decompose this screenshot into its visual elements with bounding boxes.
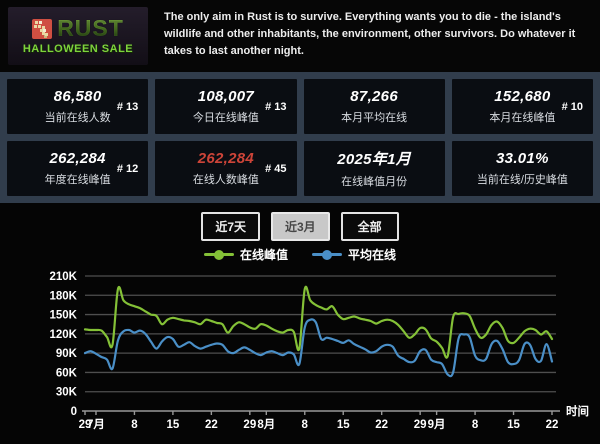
legend-label: 在线峰值 xyxy=(239,248,288,262)
stat-value: 87,266 xyxy=(350,88,398,105)
range-button-3m[interactable]: 近3月 xyxy=(271,212,330,241)
stat-rank-badge: # 12 xyxy=(116,162,139,175)
stat-card: 262,284 在线人数峰值 # 45 xyxy=(155,141,297,196)
game-banner: RUST HALLOWEEN SALE xyxy=(0,0,152,72)
logo-subtitle: HALLOWEEN SALE xyxy=(22,43,134,55)
game-description: The only aim in Rust is to survive. Ever… xyxy=(164,11,576,58)
stats-grid: 86,580 当前在线人数 # 13 108,007 今日在线峰值 # 13 87,266 本… xyxy=(0,72,600,203)
x-axis-tick-label: 15 xyxy=(167,419,180,431)
x-axis-tick-label: 9月 xyxy=(428,418,446,431)
stat-card: 86,580 当前在线人数 # 13 xyxy=(7,79,149,134)
x-axis-tick-label: 29 xyxy=(414,419,427,431)
average-online-line xyxy=(83,318,554,378)
x-axis-title: 时间 xyxy=(566,404,589,418)
x-axis-tick-label: 22 xyxy=(205,419,218,431)
chart-legend: 在线峰值 平均在线 xyxy=(203,246,396,263)
stat-label: 当前在线人数 xyxy=(44,112,111,124)
stat-label: 当前在线/历史峰值 xyxy=(476,174,568,186)
x-axis-tick-label: 22 xyxy=(546,419,559,431)
stat-value: 2025年1月 xyxy=(337,151,412,168)
stat-label: 本月在线峰值 xyxy=(489,112,556,124)
legend-item-peak[interactable]: 在线峰值 xyxy=(203,246,288,263)
stat-rank-badge: # 13 xyxy=(265,100,287,113)
stat-card: 2025年1月在线峰值月份 xyxy=(303,141,445,196)
stat-rank-badge: # 45 xyxy=(265,162,287,175)
stat-value: 33.01% xyxy=(496,150,549,167)
x-axis-tick-label: 7月 xyxy=(87,418,105,431)
y-axis-tick-label: 30K xyxy=(56,387,78,399)
x-axis-tick-label: 22 xyxy=(375,419,388,431)
x-axis-tick-label: 8 xyxy=(302,419,309,431)
x-axis-tick-label: 8 xyxy=(131,419,138,431)
x-axis-tick-label: 8 xyxy=(472,419,479,431)
chart-section: 近7天 近3月 全部 在线峰值 平均在线 29 7月 8 15 22 29 8月 8 15 22 29 9月… xyxy=(0,203,600,444)
stat-rank-badge: # 10 xyxy=(561,100,583,113)
time-range-buttons: 近7天 近3月 全部 xyxy=(201,212,399,241)
stat-label: 本月平均在线 xyxy=(341,112,408,124)
rust-logo-icon xyxy=(32,18,53,39)
stat-card: 152,680 本月在线峰值 # 10 xyxy=(451,79,593,134)
stat-value: 86,580 xyxy=(53,88,102,105)
y-axis-tick-label: 210K xyxy=(50,271,78,283)
header: RUST HALLOWEEN SALE The only aim in Rust… xyxy=(0,0,600,72)
legend-marker-icon xyxy=(312,249,342,260)
y-axis-tick-label: 60K xyxy=(56,367,78,379)
stat-card: 87,266 本月平均在线 xyxy=(303,79,445,134)
stat-card: 33.01% 当前在线/历史峰值 xyxy=(451,141,593,196)
stat-card: 262,284 年度在线峰值 # 12 xyxy=(7,141,149,196)
stat-label: 年度在线峰值 xyxy=(44,174,111,186)
stat-card: 108,007 今日在线峰值 # 13 xyxy=(155,79,297,134)
y-axis-tick-label: 90K xyxy=(56,348,78,360)
stat-label: 今日在线峰值 xyxy=(192,112,259,124)
range-button-all[interactable]: 全部 xyxy=(340,212,399,241)
y-axis-tick-label: 120K xyxy=(50,329,78,341)
stat-rank-badge: # 13 xyxy=(116,100,139,113)
stat-value: 108,007 xyxy=(197,88,255,105)
stat-value: 152,680 xyxy=(494,88,551,105)
rust-halloween-sale-logo: RUST HALLOWEEN SALE xyxy=(8,7,148,65)
x-axis-tick-label: 15 xyxy=(507,419,520,431)
range-button-7d[interactable]: 近7天 xyxy=(201,212,260,241)
x-axis-tick-label: 8月 xyxy=(257,418,275,431)
stat-value: 262,284 xyxy=(49,150,106,167)
y-axis-tick-label: 0 xyxy=(71,406,77,418)
y-axis-tick-label: 180K xyxy=(50,290,78,302)
x-axis-tick-label: 15 xyxy=(337,419,350,431)
stat-value: 262,284 xyxy=(197,150,255,167)
legend-item-average[interactable]: 平均在线 xyxy=(312,246,396,263)
legend-marker-icon xyxy=(203,249,234,260)
logo-title: RUST xyxy=(57,15,124,41)
peak-online-line xyxy=(83,285,554,359)
stat-label: 在线人数峰值 xyxy=(192,174,259,186)
stat-label: 在线峰值月份 xyxy=(341,176,408,188)
legend-label: 平均在线 xyxy=(348,248,397,262)
x-axis-tick-label: 29 xyxy=(79,419,92,431)
y-axis-tick-label: 150K xyxy=(50,310,78,322)
x-axis-tick-label: 29 xyxy=(243,419,256,431)
